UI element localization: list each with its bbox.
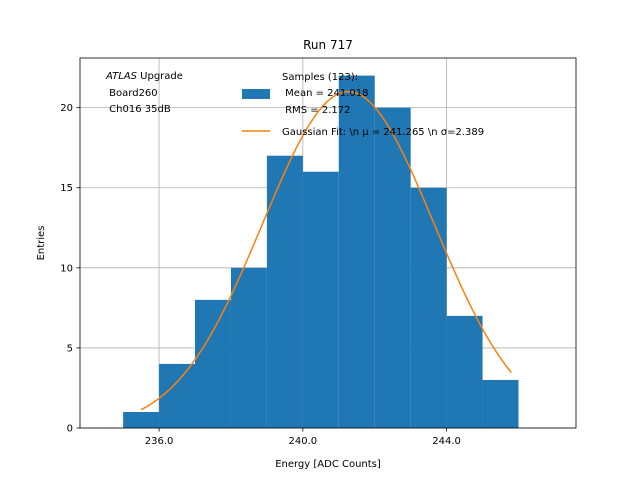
gaussian-fit-curve (140, 90, 512, 411)
histogram-bar-3 (230, 267, 267, 428)
y-tick-label-0: 0 (67, 424, 73, 435)
y-tick-label-3: 15 (60, 183, 73, 194)
legend-samples-label: Samples (123): (282, 72, 358, 83)
histogram-bar-10 (482, 379, 519, 428)
histogram-bar-2 (195, 299, 231, 428)
x-tick-label-1: 240.0 (289, 436, 318, 447)
histogram-bar-4 (266, 155, 303, 428)
gaussian-fit (140, 90, 512, 411)
histogram-bars (123, 75, 519, 428)
histogram-bar-8 (410, 187, 447, 428)
x-axis-label: Energy [ADC Counts] (275, 459, 381, 470)
y-tick-label-2: 10 (60, 263, 73, 274)
legend-fit-label: Gaussian Fit: \n μ = 241.265 \n σ=2.389 (282, 127, 484, 138)
annotation-box: ATLAS Upgrade Board260 Ch016 35dB (105, 71, 183, 115)
annotation-atlas: ATLAS (105, 71, 138, 82)
legend-samples-rms: RMS = 2.172 (282, 105, 350, 116)
histogram-bar-7 (374, 107, 411, 428)
annotation-upgrade: Upgrade (137, 71, 183, 82)
annotation-line-2: Board260 (106, 88, 158, 99)
y-tick-label-4: 20 (60, 103, 73, 114)
annotation-line-3: Ch016 35dB (106, 104, 171, 115)
histogram-bar-0 (123, 411, 160, 428)
histogram-bar-5 (302, 171, 339, 428)
annotation-line-1: ATLAS Upgrade (105, 71, 183, 82)
histogram-bar-1 (159, 363, 196, 428)
legend-samples-patch (242, 89, 270, 99)
histogram-bar-9 (446, 315, 483, 428)
legend: Samples (123): Mean = 241.018 RMS = 2.17… (242, 72, 484, 138)
x-axis-ticks: 236.0 240.0 244.0 (145, 428, 461, 447)
y-axis-label: Entries (36, 226, 47, 261)
x-tick-label-2: 244.0 (432, 436, 461, 447)
legend-samples-mean: Mean = 241.018 (282, 88, 369, 99)
histogram-bar-6 (338, 75, 375, 428)
x-tick-label-0: 236.0 (145, 436, 174, 447)
y-axis-ticks: 0 5 10 15 20 (60, 103, 80, 435)
y-tick-label-1: 5 (67, 343, 73, 354)
plot-frame (79, 57, 577, 429)
chart-title: Run 717 (303, 38, 353, 52)
